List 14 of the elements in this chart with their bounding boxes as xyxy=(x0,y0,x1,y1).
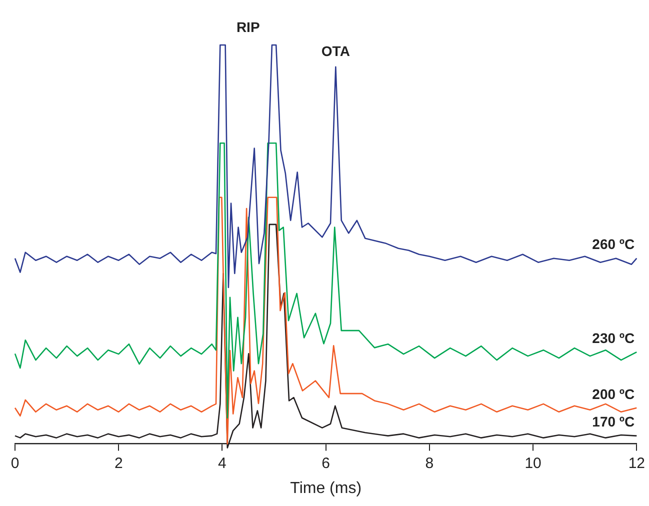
annotation: OTA xyxy=(321,42,350,59)
x-tick-label: 2 xyxy=(114,454,123,472)
x-tick-label: 10 xyxy=(524,454,542,472)
series-label: 230 ºC xyxy=(592,330,635,346)
x-tick-label: 6 xyxy=(322,454,330,472)
series-label: 260 ºC xyxy=(592,236,635,252)
x-tick-label: 4 xyxy=(218,454,226,472)
text: RIP xyxy=(236,18,260,35)
x-axis-title: Time (ms) xyxy=(290,480,362,497)
x-tick-label: 8 xyxy=(425,454,434,472)
series-label: 170 ºC xyxy=(592,414,635,430)
series-label: 200 ºC xyxy=(592,386,635,402)
x-tick-label: 12 xyxy=(628,454,645,472)
x-tick-label: 0 xyxy=(10,454,20,472)
